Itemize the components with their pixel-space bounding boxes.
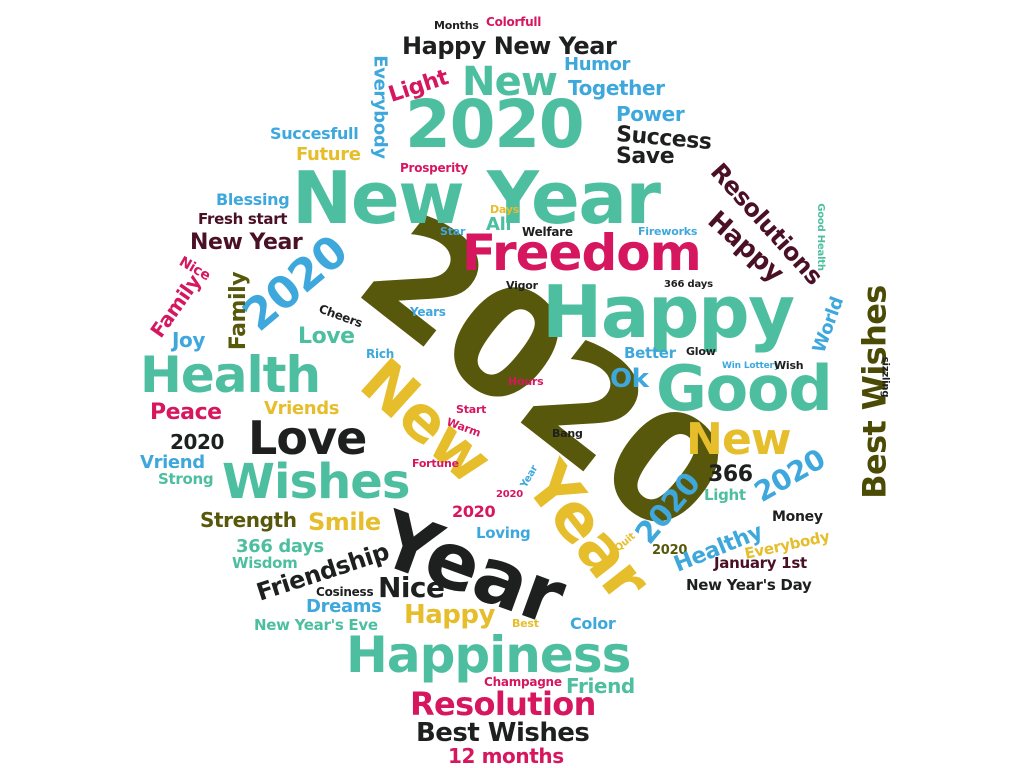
word-future: Future (296, 144, 361, 165)
word-new-right: New (686, 414, 792, 465)
word-joy: Joy (172, 328, 206, 352)
word-366-days-small: 366 days (664, 279, 713, 290)
word-new-year-small: New Year (190, 230, 303, 255)
word-star: Star (440, 225, 466, 238)
word-new-years-eve: New Year's Eve (254, 616, 378, 634)
word-fortune: Fortune (412, 457, 459, 470)
word-glow: Glow (686, 345, 716, 358)
word-new-years-day: New Year's Day (686, 576, 812, 594)
word-wishes: Wishes (222, 454, 410, 510)
word-succesfull: Succesfull (270, 124, 359, 143)
word-fresh-start: Fresh start (198, 210, 288, 228)
word-color: Color (570, 614, 616, 633)
word-good-health: Good Health (814, 203, 826, 271)
word-sizzling: sizzling (879, 356, 891, 398)
word-2020-top: 2020 (405, 86, 585, 163)
word-rich: Rich (366, 347, 395, 361)
word-light-right: Light (704, 486, 746, 504)
word-good: Good (656, 352, 833, 425)
word-smile: Smile (308, 508, 381, 536)
word-world: World (808, 294, 849, 356)
word-together: Together (568, 76, 665, 100)
word-humor: Humor (564, 54, 631, 75)
word-happy-new-year: Happy New Year (402, 32, 617, 60)
word-love: Love (248, 411, 367, 465)
word-champagne: Champagne (484, 675, 562, 689)
word-best-tiny: Best (512, 617, 539, 630)
word-strength: Strength (200, 508, 297, 532)
word-welfare: Welfare (522, 225, 573, 239)
word-new-top: New (462, 59, 558, 105)
word-wisdom: Wisdom (232, 554, 298, 572)
word-win-lottery: Win Lottery (722, 361, 780, 371)
word-power: Power (616, 102, 685, 126)
word-strong: Strong (158, 470, 214, 488)
word-friend: Friend (566, 674, 635, 698)
word-january-1st: January 1st (714, 554, 807, 572)
word-months: Months (434, 19, 479, 32)
word-vriends: Vriends (264, 398, 340, 419)
word-366-days: 366 days (236, 536, 324, 557)
word-2020-tiny: 2020 (496, 489, 524, 500)
word-ok: Ok (610, 364, 649, 394)
word-fireworks: Fireworks (638, 225, 698, 238)
word-happiness: Happiness (346, 626, 631, 684)
word-2020-black: 2020 (170, 430, 225, 454)
word-days-tiny: Days (490, 203, 520, 216)
word-vigor: Vigor (506, 279, 538, 292)
word-dreams: Dreams (306, 596, 382, 617)
word-love-small: Love (298, 324, 355, 349)
word-new-year-top: New Year (292, 156, 661, 240)
word-2020-magenta: 2020 (452, 502, 496, 521)
word-prosperity: Prosperity (400, 161, 469, 175)
word-cosiness: Cosiness (316, 585, 374, 599)
word-save: Save (616, 144, 675, 169)
word-happy-big: Happy (542, 270, 795, 354)
word-best-wishes-bottom: Best Wishes (416, 718, 590, 748)
word-family-olive: Family (226, 271, 252, 351)
word-vriend: Vriend (140, 452, 205, 473)
word-health: Health (140, 346, 321, 404)
word-resolution: Resolution (410, 685, 596, 723)
word-start: Start (456, 403, 487, 416)
word-freedom: Freedom (462, 224, 702, 282)
word-wish: Wish (774, 359, 804, 372)
word-12-months: 12 months (448, 744, 564, 768)
word-money: Money (772, 509, 823, 525)
word-happy-yellow-small: Happy (404, 600, 495, 630)
word-loving: Loving (476, 524, 531, 542)
word-everybody-left: Everybody (369, 55, 391, 159)
word-366: 366 (708, 462, 753, 487)
word-2020-olive-small: 2020 (652, 543, 688, 558)
word-blessing: Blessing (216, 190, 290, 209)
word-years: Years (410, 305, 446, 319)
word-colorfull: Colorfull (486, 15, 542, 29)
word-peace: Peace (150, 400, 222, 425)
word-hours: Hours (508, 375, 544, 388)
word-better: Better (624, 344, 676, 362)
word-all: All (486, 214, 512, 235)
word-bang: Bang (552, 427, 583, 440)
word-nice-black: Nice (378, 571, 445, 604)
